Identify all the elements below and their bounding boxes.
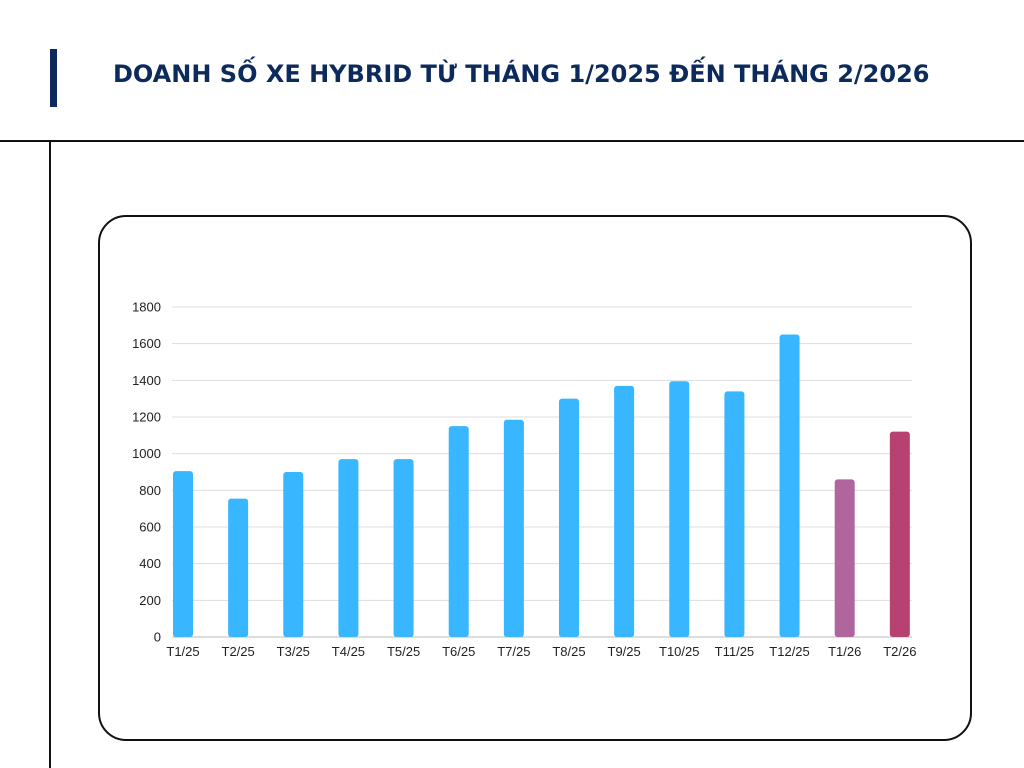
bar-t9-25 [614, 385, 635, 637]
bar-t7-25 [503, 419, 524, 637]
x-tick-label: T7/25 [497, 644, 530, 659]
header-divider [0, 140, 1024, 142]
y-tick-label: 1400 [132, 373, 161, 388]
x-tick-label: T12/25 [769, 644, 809, 659]
page-title: DOANH SỐ XE HYBRID TỪ THÁNG 1/2025 ĐẾN T… [113, 60, 930, 88]
y-tick-label: 800 [139, 483, 161, 498]
x-tick-label: T5/25 [387, 644, 420, 659]
chart-card [98, 215, 972, 741]
x-tick-label: T4/25 [332, 644, 365, 659]
x-tick-label: T2/26 [883, 644, 916, 659]
bar-t8-25 [558, 398, 579, 637]
bar-t4-25 [338, 459, 359, 637]
y-tick-label: 1200 [132, 410, 161, 425]
x-tick-label: T10/25 [659, 644, 699, 659]
x-tick-label: T2/25 [222, 644, 255, 659]
bar-t2-26 [889, 431, 910, 637]
title-accent-bar [50, 49, 57, 107]
bar-t6-25 [448, 426, 469, 637]
bar-t5-25 [393, 459, 414, 637]
y-tick-label: 0 [154, 630, 161, 645]
bar-t1-25 [173, 471, 193, 637]
x-tick-label: T1/26 [828, 644, 861, 659]
bar-t1-26 [834, 479, 855, 637]
x-tick-label: T11/25 [715, 644, 755, 659]
x-tick-label: T9/25 [608, 644, 641, 659]
x-tick-label: T6/25 [442, 644, 475, 659]
x-tick-label: T1/25 [166, 644, 199, 659]
y-tick-label: 1600 [132, 336, 161, 351]
y-tick-label: 400 [139, 556, 161, 571]
x-tick-label: T8/25 [552, 644, 585, 659]
y-tick-label: 200 [139, 593, 161, 608]
y-tick-label: 1000 [132, 446, 161, 461]
y-tick-label: 1800 [132, 300, 161, 315]
left-divider [49, 140, 51, 768]
x-tick-label: T3/25 [277, 644, 310, 659]
bar-t11-25 [724, 391, 745, 637]
bar-t2-25 [228, 498, 249, 637]
bar-t10-25 [669, 381, 690, 637]
y-tick-label: 600 [139, 520, 161, 535]
bar-t12-25 [779, 334, 800, 637]
bar-t3-25 [283, 472, 304, 637]
